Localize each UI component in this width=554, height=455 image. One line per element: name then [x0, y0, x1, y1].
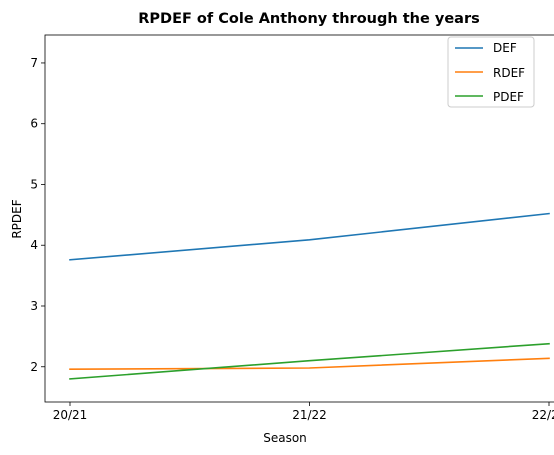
- y-tick-label: 6: [30, 117, 38, 131]
- x-tick-label: 22/23: [532, 408, 554, 422]
- y-axis: 2 3 4 5 6 7: [30, 56, 45, 374]
- x-tick-label: 20/21: [53, 408, 88, 422]
- x-tick-label: 21/22: [292, 408, 327, 422]
- series-line-pdef: [69, 342, 550, 380]
- y-tick-label: 5: [30, 177, 38, 191]
- legend-label-def: DEF: [493, 41, 517, 55]
- y-tick-label: 7: [30, 56, 38, 70]
- y-axis-label: RPDEF: [10, 199, 24, 238]
- x-axis: 20/21 21/22 22/23: [53, 402, 554, 422]
- y-tick-label: 4: [30, 238, 38, 252]
- legend: DEF RDEF PDEF: [447, 36, 535, 108]
- plot-area: [44, 34, 554, 403]
- series-line-rdef: [69, 357, 550, 371]
- chart-title: RPDEF of Cole Anthony through the years: [138, 11, 479, 27]
- series-line-def: [69, 212, 550, 261]
- y-tick-label: 2: [30, 360, 38, 374]
- legend-box: [447, 36, 535, 108]
- y-tick-label: 3: [30, 299, 38, 313]
- plot-frame: [44, 34, 554, 403]
- legend-label-rdef: RDEF: [493, 66, 525, 80]
- series-layer: [69, 212, 550, 380]
- legend-label-pdef: PDEF: [493, 90, 524, 104]
- x-axis-label: Season: [263, 431, 307, 445]
